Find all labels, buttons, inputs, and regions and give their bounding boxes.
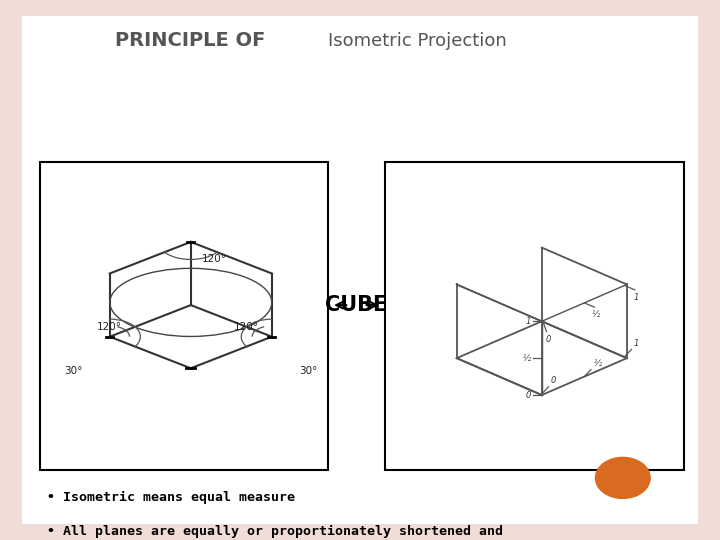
Text: 120°: 120° <box>234 322 259 332</box>
Text: 0: 0 <box>545 335 551 344</box>
Text: 1: 1 <box>634 293 639 302</box>
Text: 30°: 30° <box>299 366 317 376</box>
Text: 0: 0 <box>526 390 531 400</box>
Text: 30°: 30° <box>65 366 83 376</box>
Text: 1: 1 <box>634 339 639 348</box>
Bar <box>40 162 328 470</box>
Text: ½: ½ <box>592 310 600 320</box>
Text: ½: ½ <box>593 359 601 368</box>
Text: CUBE: CUBE <box>325 295 387 315</box>
Circle shape <box>595 457 650 498</box>
Text: PRINCIPLE OF: PRINCIPLE OF <box>115 31 272 50</box>
Text: • Isometric means equal measure: • Isometric means equal measure <box>47 491 294 504</box>
Text: ½: ½ <box>523 354 531 363</box>
Text: 120°: 120° <box>97 322 122 332</box>
Text: 0: 0 <box>551 376 556 385</box>
Text: Isometric Projection: Isometric Projection <box>328 31 506 50</box>
Text: 120°: 120° <box>202 254 227 265</box>
Text: • All planes are equally or proportionately shortened and: • All planes are equally or proportionat… <box>47 525 503 538</box>
Bar <box>385 162 684 470</box>
Text: 1: 1 <box>526 317 531 326</box>
